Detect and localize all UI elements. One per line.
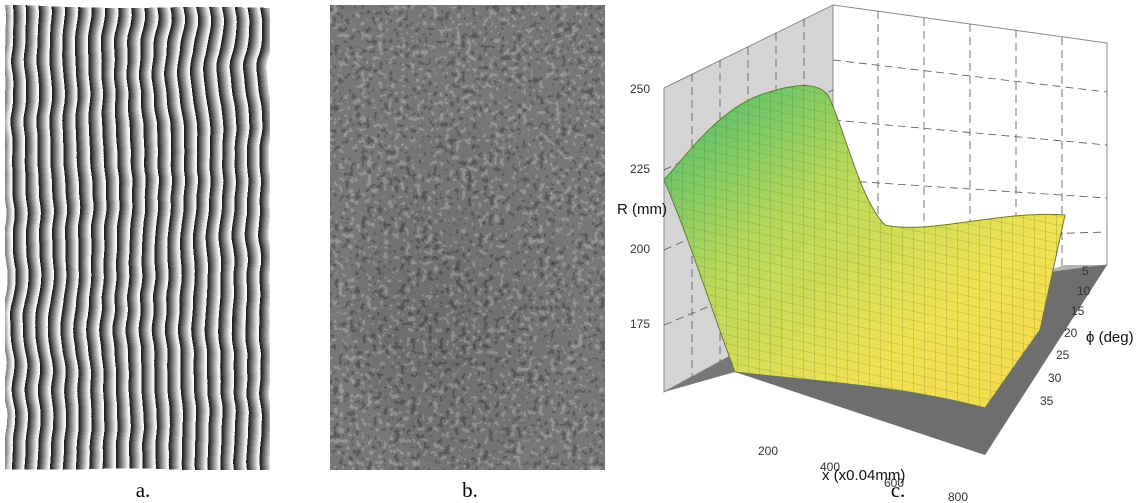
y-tick-label: 5 xyxy=(1082,264,1089,278)
panel-b-image xyxy=(330,5,605,470)
caption: b. xyxy=(462,478,478,502)
y-tick-label: 10 xyxy=(1077,284,1091,298)
z-tick-label: 225 xyxy=(630,162,650,176)
z-tick-label: 175 xyxy=(630,317,650,331)
x-axis-label: x (x0.04mm) xyxy=(822,467,905,484)
z-tick-label: 200 xyxy=(630,242,650,256)
figure: a.b.c.2502252001752004006008005101520253… xyxy=(0,0,1138,503)
y-tick-label: 20 xyxy=(1064,326,1078,340)
y-tick-label: 30 xyxy=(1048,371,1062,385)
y-tick-label: 35 xyxy=(1040,394,1054,408)
panel-a-image xyxy=(5,5,270,470)
z-tick-label: 250 xyxy=(630,82,650,96)
y-axis-label: ϕ (deg) xyxy=(1086,329,1134,346)
x-tick-label: 800 xyxy=(948,490,968,503)
panel-c-plot xyxy=(664,5,1107,455)
y-tick-label: 15 xyxy=(1071,304,1085,318)
z-axis-label: R (mm) xyxy=(617,201,667,218)
y-tick-label: 25 xyxy=(1056,348,1070,362)
caption: a. xyxy=(136,478,151,502)
x-tick-label: 200 xyxy=(758,444,778,458)
